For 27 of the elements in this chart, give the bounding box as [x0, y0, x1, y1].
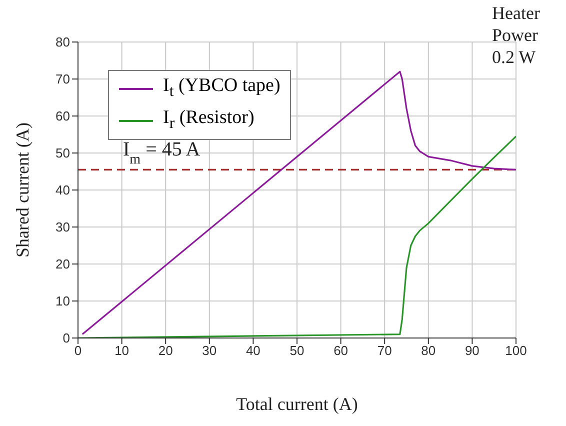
x-tick-label: 50: [290, 343, 304, 358]
line-series: [82, 70, 516, 336]
y-tick-label: 80: [56, 34, 70, 50]
y-tick-label: 70: [56, 72, 70, 87]
x-tick-label: 90: [464, 343, 480, 358]
legend-label: I$_{r}$ (Resistor): [163, 106, 254, 134]
x-tick-label: 30: [202, 343, 217, 358]
x-tick-label: 100: [505, 343, 527, 358]
y-axis-title: Shared current (A): [12, 122, 32, 258]
y-tick-label: 30: [56, 220, 70, 235]
x-tick-label: 40: [246, 343, 260, 358]
x-tick-label: 0: [74, 343, 82, 358]
y-tick-label: 10: [56, 294, 70, 309]
y-tick-label: 20: [56, 256, 70, 272]
x-tick-label: 70: [377, 343, 392, 358]
legend-label: I$_{t}$ (YBCO tape): [163, 74, 280, 102]
x-tick-label: 10: [114, 343, 130, 358]
x-axis-title: Total current (A): [236, 394, 358, 414]
annotation: Heater Power 0.2 W: [492, 2, 541, 68]
x-tick-label: 60: [334, 343, 348, 358]
y-tick-label: 0: [62, 330, 70, 346]
y-tick-label: 50: [56, 146, 70, 161]
ref-line-label: I$_{m}$ = 45 A: [123, 138, 201, 168]
y-tick-label: 40: [56, 182, 70, 198]
x-tick-label: 80: [421, 343, 436, 358]
x-tick-label: 20: [158, 343, 173, 358]
y-tick-label: 60: [56, 108, 70, 124]
